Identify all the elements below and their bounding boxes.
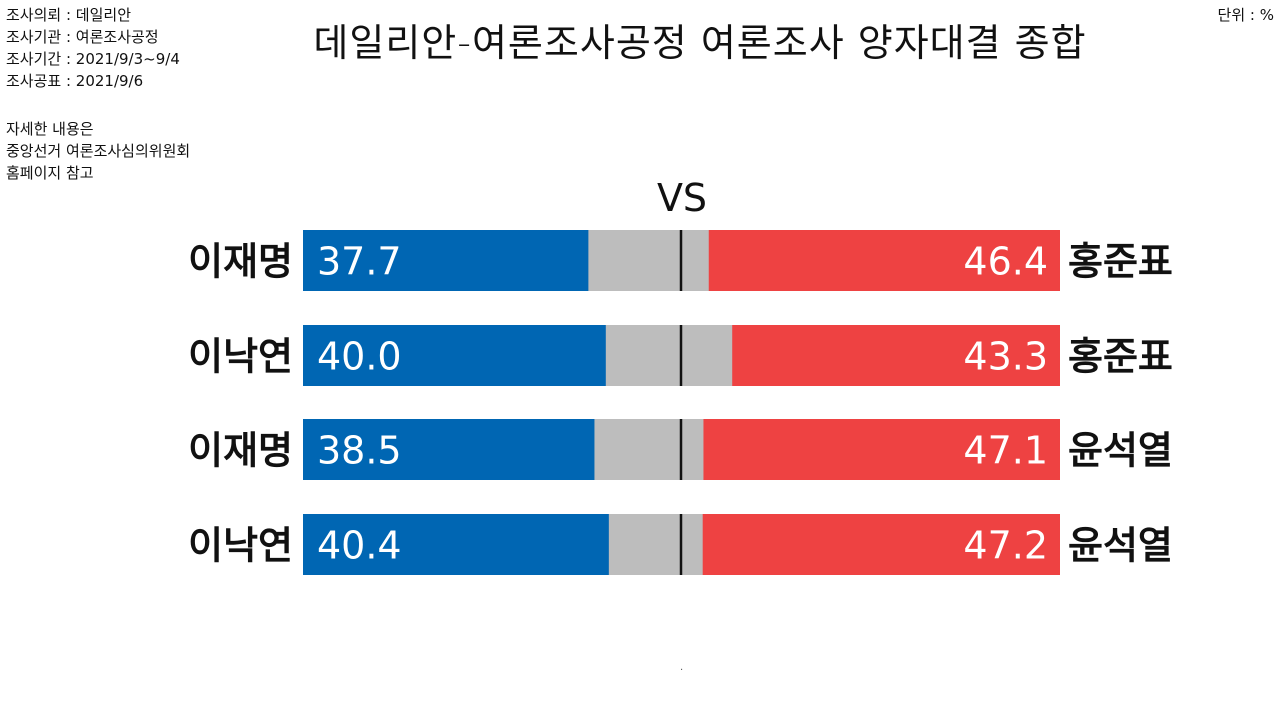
survey-info-agency: 조사기관 : 여론조사공정 [6, 28, 159, 46]
right-candidate-bar [702, 514, 1060, 575]
right-candidate-bar [708, 230, 1060, 291]
right-value-label: 43.3 [963, 335, 1048, 379]
vs-label: VS [656, 176, 708, 220]
right-candidate-name: 홍준표 [1068, 335, 1173, 379]
left-candidate-bar [303, 514, 609, 575]
left-candidate-bar [303, 230, 589, 291]
left-candidate-name: 이낙연 [188, 335, 293, 379]
right-value-label: 47.2 [963, 524, 1048, 568]
right-candidate-bar [703, 419, 1060, 480]
right-value-label: 47.1 [963, 429, 1048, 473]
footnote-dot: . [680, 662, 684, 673]
right-candidate-bar [732, 325, 1060, 386]
right-candidate-name: 홍준표 [1068, 240, 1173, 284]
left-candidate-name: 이재명 [188, 429, 293, 473]
chart-title: 데일리안-여론조사공정 여론조사 양자대결 종합 [313, 21, 1087, 65]
right-candidate-name: 윤석열 [1068, 429, 1173, 473]
survey-info-sponsor: 조사의뢰 : 데일리안 [6, 6, 131, 24]
unit-label: 단위 : % [1217, 6, 1274, 24]
survey-note-line: 중앙선거 여론조사심의위원회 [6, 142, 191, 160]
left-value-label: 40.4 [317, 524, 402, 568]
right-candidate-name: 윤석열 [1068, 524, 1173, 568]
right-value-label: 46.4 [963, 240, 1048, 284]
survey-info: 조사의뢰 : 데일리안 조사기관 : 여론조사공정 조사기간 : 2021/9/… [6, 4, 266, 184]
left-candidate-name: 이낙연 [188, 524, 293, 568]
survey-info-period: 조사기간 : 2021/9/3~9/4 [6, 50, 180, 68]
left-value-label: 40.0 [317, 335, 402, 379]
left-candidate-bar [303, 325, 606, 386]
left-candidate-name: 이재명 [188, 240, 293, 284]
survey-note-line: 자세한 내용은 [6, 120, 94, 138]
left-value-label: 37.7 [317, 240, 402, 284]
left-candidate-bar [303, 419, 595, 480]
survey-info-release: 조사공표 : 2021/9/6 [6, 72, 144, 90]
left-value-label: 38.5 [317, 429, 402, 473]
survey-note-line: 홈페이지 참고 [6, 164, 94, 182]
